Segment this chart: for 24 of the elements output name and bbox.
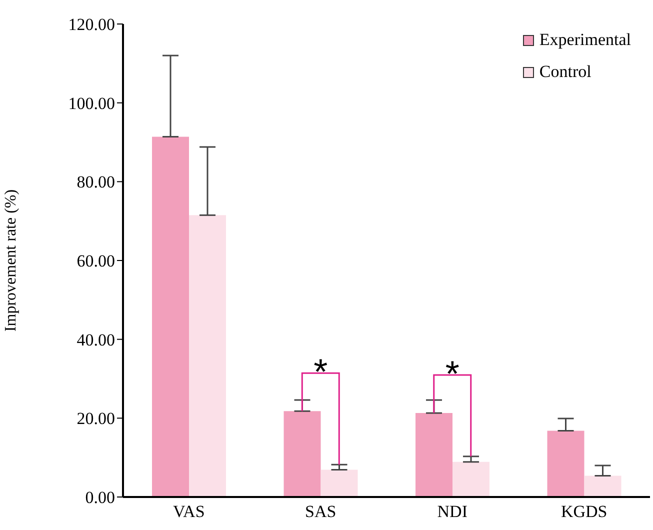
- x-tick-label: SAS: [305, 502, 336, 522]
- legend-label: Experimental: [539, 30, 631, 50]
- bar: [152, 136, 189, 497]
- y-tick-label: 60.00: [76, 252, 115, 271]
- bar: [416, 413, 452, 497]
- y-tick-label: 0.00: [85, 488, 115, 508]
- bar: [320, 470, 358, 497]
- bar: [547, 430, 584, 497]
- y-tick-label: 80.00: [76, 172, 115, 192]
- legend-label: Control: [539, 62, 592, 82]
- y-axis-title: Improvement rate (%): [2, 189, 20, 332]
- bar: [284, 411, 321, 497]
- y-tick-label: 40.00: [76, 330, 115, 350]
- x-tick-label: NDI: [437, 502, 468, 522]
- bar: [452, 462, 490, 497]
- y-tick-label: 20.00: [76, 409, 115, 428]
- y-tick-label: 120.00: [68, 15, 115, 34]
- x-tick-label: VAS: [172, 502, 205, 522]
- bar: [584, 476, 622, 497]
- x-tick-label: KGDS: [560, 502, 608, 522]
- annotation: *: [314, 351, 328, 392]
- y-tick-label: 100.00: [68, 94, 115, 113]
- annotation: *: [445, 353, 460, 394]
- bar: [189, 215, 226, 497]
